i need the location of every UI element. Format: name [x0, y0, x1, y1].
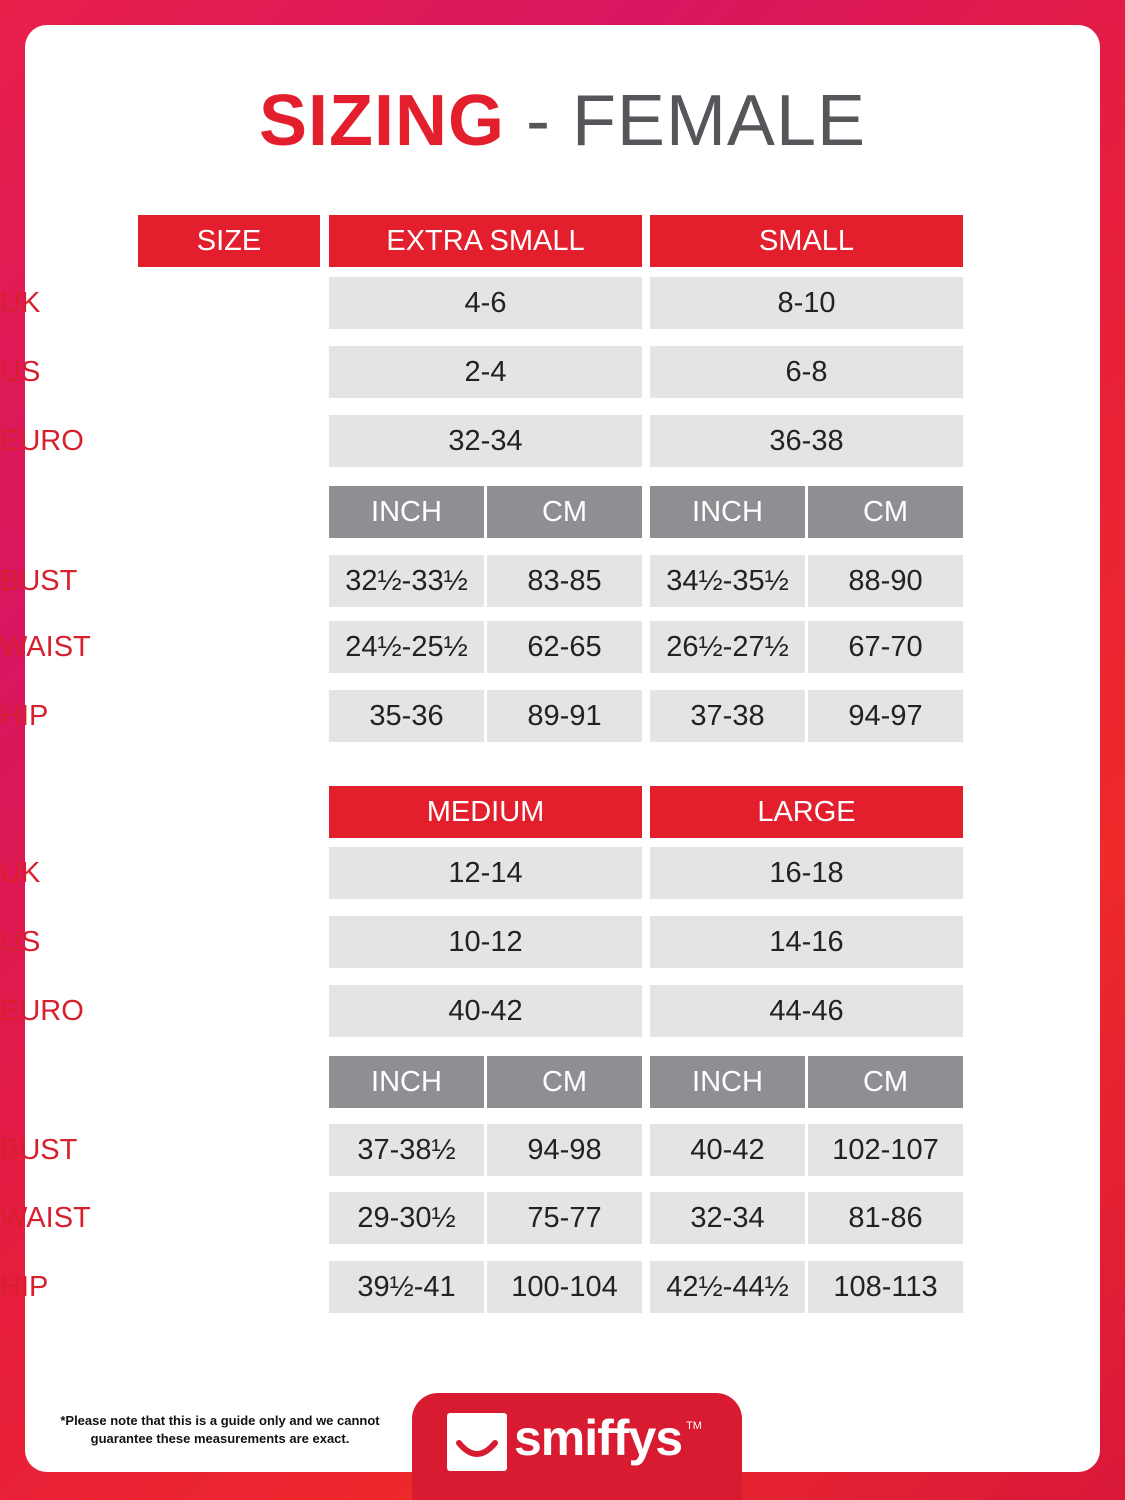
row-label: US [0, 925, 41, 958]
measure-cell: 81-86 [808, 1192, 963, 1244]
measure-cell: 100-104 [487, 1261, 642, 1313]
unit-header: CM [487, 486, 642, 538]
measure-cell: 83-85 [487, 555, 642, 607]
row-label: UK [0, 856, 41, 889]
size-cell: 10-12 [329, 916, 642, 968]
page-title: SIZING - FEMALE [0, 80, 1125, 162]
title-bold: SIZING [258, 81, 505, 161]
row-label: US [0, 355, 41, 388]
measure-cell: 75-77 [487, 1192, 642, 1244]
title-rest: - FEMALE [504, 81, 867, 161]
size-cell: 8-10 [650, 277, 963, 329]
unit-header: INCH [329, 1056, 484, 1108]
measure-cell: 40-42 [650, 1124, 805, 1176]
measure-cell: 35-36 [329, 690, 484, 742]
measure-cell: 94-97 [808, 690, 963, 742]
unit-header: INCH [650, 486, 805, 538]
size-cell: 4-6 [329, 277, 642, 329]
row-label: EURO [0, 994, 84, 1027]
size-header: SIZE [138, 215, 320, 267]
row-label: EURO [0, 424, 84, 457]
measure-label: HIP [0, 1270, 49, 1303]
measure-cell: 102-107 [808, 1124, 963, 1176]
size-cell: 32-34 [329, 415, 642, 467]
measure-label: WAIST [0, 630, 91, 663]
measure-cell: 32-34 [650, 1192, 805, 1244]
size-cell: 2-4 [329, 346, 642, 398]
measure-cell: 88-90 [808, 555, 963, 607]
unit-header: CM [808, 1056, 963, 1108]
measure-cell: 26½-27½ [650, 621, 805, 673]
size-cell: 12-14 [329, 847, 642, 899]
measure-cell: 94-98 [487, 1124, 642, 1176]
measure-label: BUST [0, 1133, 78, 1166]
measure-label: WAIST [0, 1201, 91, 1234]
size-cell: 14-16 [650, 916, 963, 968]
size-cell: 40-42 [329, 985, 642, 1037]
brand-logo: smiffys [514, 1410, 683, 1466]
disclaimer-note: *Please note that this is a guide only a… [60, 1413, 380, 1446]
measure-cell: 108-113 [808, 1261, 963, 1313]
row-label: UK [0, 286, 41, 319]
size-cell: 6-8 [650, 346, 963, 398]
measure-cell: 24½-25½ [329, 621, 484, 673]
measure-cell: 37-38 [650, 690, 805, 742]
measure-cell: 37-38½ [329, 1124, 484, 1176]
trademark: TM [686, 1420, 702, 1432]
measure-cell: 62-65 [487, 621, 642, 673]
size-column-header: SMALL [650, 215, 963, 267]
unit-header: CM [487, 1056, 642, 1108]
size-column-header: LARGE [650, 786, 963, 838]
size-cell: 36-38 [650, 415, 963, 467]
size-column-header: MEDIUM [329, 786, 642, 838]
measure-label: HIP [0, 699, 49, 732]
unit-header: INCH [329, 486, 484, 538]
size-cell: 44-46 [650, 985, 963, 1037]
smiley-logo-icon [447, 1413, 507, 1471]
measure-cell: 34½-35½ [650, 555, 805, 607]
measure-cell: 39½-41 [329, 1261, 484, 1313]
measure-cell: 42½-44½ [650, 1261, 805, 1313]
unit-header: INCH [650, 1056, 805, 1108]
measure-cell: 29-30½ [329, 1192, 484, 1244]
size-column-header: EXTRA SMALL [329, 215, 642, 267]
measure-cell: 89-91 [487, 690, 642, 742]
measure-cell: 32½-33½ [329, 555, 484, 607]
unit-header: CM [808, 486, 963, 538]
measure-label: BUST [0, 564, 78, 597]
measure-cell: 67-70 [808, 621, 963, 673]
brand-lockup: smiffys TM [514, 1408, 702, 1468]
size-cell: 16-18 [650, 847, 963, 899]
